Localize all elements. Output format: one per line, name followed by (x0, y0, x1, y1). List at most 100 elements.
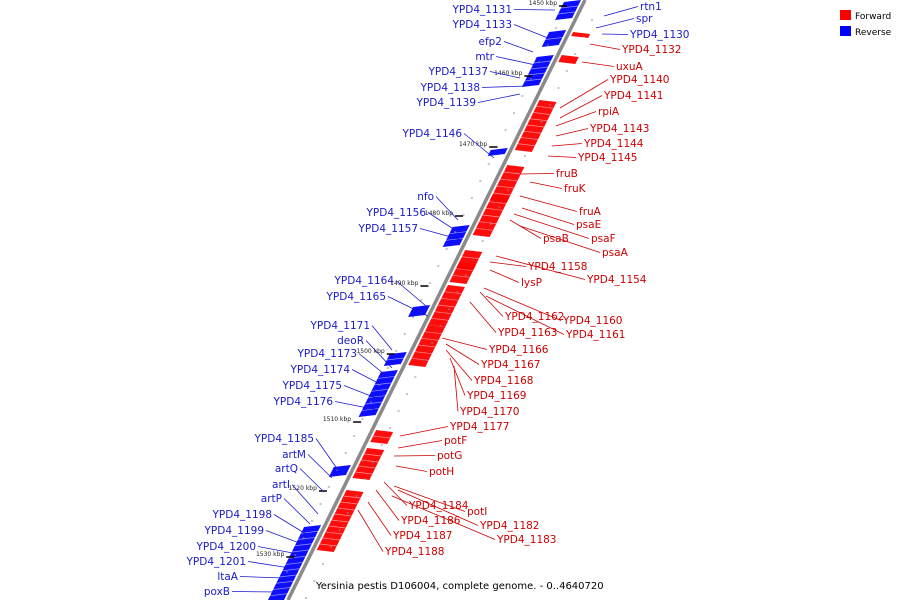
forward-gene-label[interactable]: rpiA (598, 106, 620, 118)
reverse-gene-label[interactable]: YPD4_1185 (254, 433, 314, 445)
reverse-gene-label[interactable]: mtr (475, 51, 494, 63)
reverse-gene-label[interactable]: YPD4_1176 (273, 396, 334, 408)
reverse-gene-label[interactable]: YPD4_1171 (310, 320, 370, 332)
forward-gene-label[interactable]: potF (444, 435, 467, 447)
forward-gene-label[interactable]: YPD4_1188 (384, 546, 444, 558)
forward-gene-label[interactable]: psaE (576, 219, 601, 231)
reverse-gene-label[interactable]: artM (282, 449, 306, 461)
reverse-gene-label[interactable]: YPD4_1133 (452, 19, 512, 31)
forward-gene-block (449, 262, 477, 284)
reverse-gene-label[interactable]: artP (261, 493, 282, 505)
forward-gene-label[interactable]: psaF (591, 233, 616, 245)
forward-gene-label[interactable]: YPD4_1154 (586, 274, 647, 286)
tick-label: 1470 kbp (459, 141, 487, 148)
forward-gene-label[interactable]: YPD4_1167 (480, 359, 540, 371)
reverse-gene-label[interactable]: YPD4_1165 (326, 291, 386, 303)
reverse-gene-label[interactable]: deoR (337, 335, 364, 347)
reverse-gene-label[interactable]: YPD4_1175 (282, 380, 342, 392)
forward-gene-leader (559, 95, 603, 119)
gene-divider (270, 593, 288, 597)
forward-gene-label[interactable]: YPD4_1169 (466, 390, 526, 402)
forward-gene-label[interactable]: uxuA (616, 61, 644, 73)
reverse-gene-label[interactable]: rtn1 (640, 1, 662, 13)
reverse-gene-label[interactable]: YPD4_1157 (358, 223, 418, 235)
forward-gene-label[interactable]: YPD4_1166 (488, 344, 549, 356)
forward-gene-leader (589, 43, 621, 50)
gene-divider (331, 519, 349, 523)
genome-caption: Yersinia pestis D106004, complete genome… (315, 581, 604, 592)
reverse-gene-label[interactable]: YPD4_1138 (420, 82, 480, 94)
forward-gene-label[interactable]: YPD4_1184 (408, 500, 469, 512)
legend-forward-label: Forward (855, 12, 891, 22)
reverse-gene-label[interactable]: YPD4_1137 (428, 66, 488, 78)
reverse-gene-label[interactable]: spr (636, 13, 653, 25)
gene-divider (358, 465, 376, 469)
reverse-gene-label[interactable]: YPD4_1174 (290, 364, 351, 376)
reverse-gene-label[interactable]: YPD4_1200 (196, 541, 256, 553)
forward-gene-label[interactable]: YPD4_1143 (589, 123, 649, 135)
forward-gene-label[interactable]: YPD4_1132 (621, 44, 681, 56)
reverse-gene-label[interactable]: YPD4_1156 (366, 207, 427, 219)
gene-divider (414, 351, 432, 355)
forward-gene-label[interactable]: lysP (521, 277, 542, 289)
forward-gene-label[interactable]: YPD4_1162 (504, 311, 564, 323)
gene-divider (424, 331, 442, 335)
reverse-gene-label[interactable]: YPD4_1173 (297, 348, 357, 360)
gene-divider (374, 382, 392, 386)
reverse-gene-label[interactable]: artQ (275, 463, 298, 475)
forward-gene-label[interactable]: psaB (543, 233, 569, 245)
reverse-gene-label[interactable]: ltaA (217, 571, 238, 583)
forward-gene-label[interactable]: YPD4_1140 (609, 74, 669, 86)
forward-gene-label[interactable]: YPD4_1168 (473, 375, 533, 387)
reverse-gene-label[interactable]: poxB (204, 586, 230, 598)
reverse-gene-label[interactable]: YPD4_1199 (204, 525, 264, 537)
forward-gene-label[interactable]: potI (467, 506, 487, 518)
reverse-gene-leader (273, 514, 307, 535)
forward-gene-label[interactable]: YPD4_1187 (392, 530, 452, 542)
forward-gene-label[interactable]: YPD4_1186 (400, 515, 461, 527)
gene-divider (273, 587, 291, 590)
tick-label: 1510 kbp (323, 416, 351, 423)
forward-gene-label[interactable]: fruB (556, 168, 578, 180)
reverse-gene-leader (595, 18, 635, 29)
reverse-gene-label[interactable]: YPD4_1146 (402, 128, 463, 140)
reverse-gene-label[interactable]: YPD4_1164 (334, 275, 395, 287)
gene-divider (455, 268, 474, 272)
reverse-gene-leader (291, 484, 319, 515)
reverse-gene-label[interactable]: YPD4_1131 (452, 4, 512, 16)
legend-forward-swatch (840, 10, 851, 20)
forward-gene-label[interactable]: YPD4_1177 (449, 421, 509, 433)
forward-gene-label[interactable]: fruA (579, 206, 602, 218)
gene-divider (386, 357, 404, 361)
gene-divider (445, 237, 464, 241)
gene-divider (361, 459, 379, 463)
reverse-gene-block (442, 225, 470, 247)
forward-gene-label[interactable]: YPD4_1145 (577, 152, 637, 164)
reverse-gene-label[interactable]: YPD4_1130 (629, 29, 689, 41)
forward-gene-label[interactable]: YPD4_1163 (497, 327, 557, 339)
forward-gene-label[interactable]: fruK (564, 183, 587, 195)
reverse-gene-label[interactable]: YPD4_1198 (212, 509, 272, 521)
forward-gene-label[interactable]: YPD4_1144 (583, 138, 644, 150)
reverse-gene-label[interactable]: efp2 (478, 36, 502, 48)
reverse-gene-label[interactable]: YPD4_1201 (186, 556, 246, 568)
forward-gene-leader (551, 143, 583, 147)
forward-gene-label[interactable]: YPD4_1158 (527, 261, 587, 273)
forward-gene-label[interactable]: YPD4_1141 (603, 90, 663, 102)
forward-gene-label[interactable]: YPD4_1183 (496, 534, 556, 546)
forward-gene-label[interactable]: YPD4_1161 (565, 329, 625, 341)
forward-gene-label[interactable]: potG (437, 450, 462, 462)
forward-gene-label[interactable]: YPD4_1160 (562, 315, 622, 327)
reverse-gene-leader (315, 438, 339, 471)
reverse-gene-leader (435, 196, 459, 221)
reverse-gene-label[interactable]: nfo (417, 191, 434, 203)
reverse-gene-label[interactable]: artI (272, 479, 290, 491)
reverse-gene-leader (265, 530, 303, 545)
forward-gene-label[interactable]: YPD4_1182 (479, 520, 539, 532)
forward-gene-label[interactable]: psaA (602, 247, 629, 259)
forward-gene-label[interactable]: YPD4_1170 (459, 406, 519, 418)
forward-gene-label[interactable]: potH (429, 466, 454, 478)
gene-divider (291, 549, 309, 553)
reverse-gene-label[interactable]: YPD4_1139 (416, 97, 476, 109)
reverse-gene-leader (307, 454, 333, 479)
